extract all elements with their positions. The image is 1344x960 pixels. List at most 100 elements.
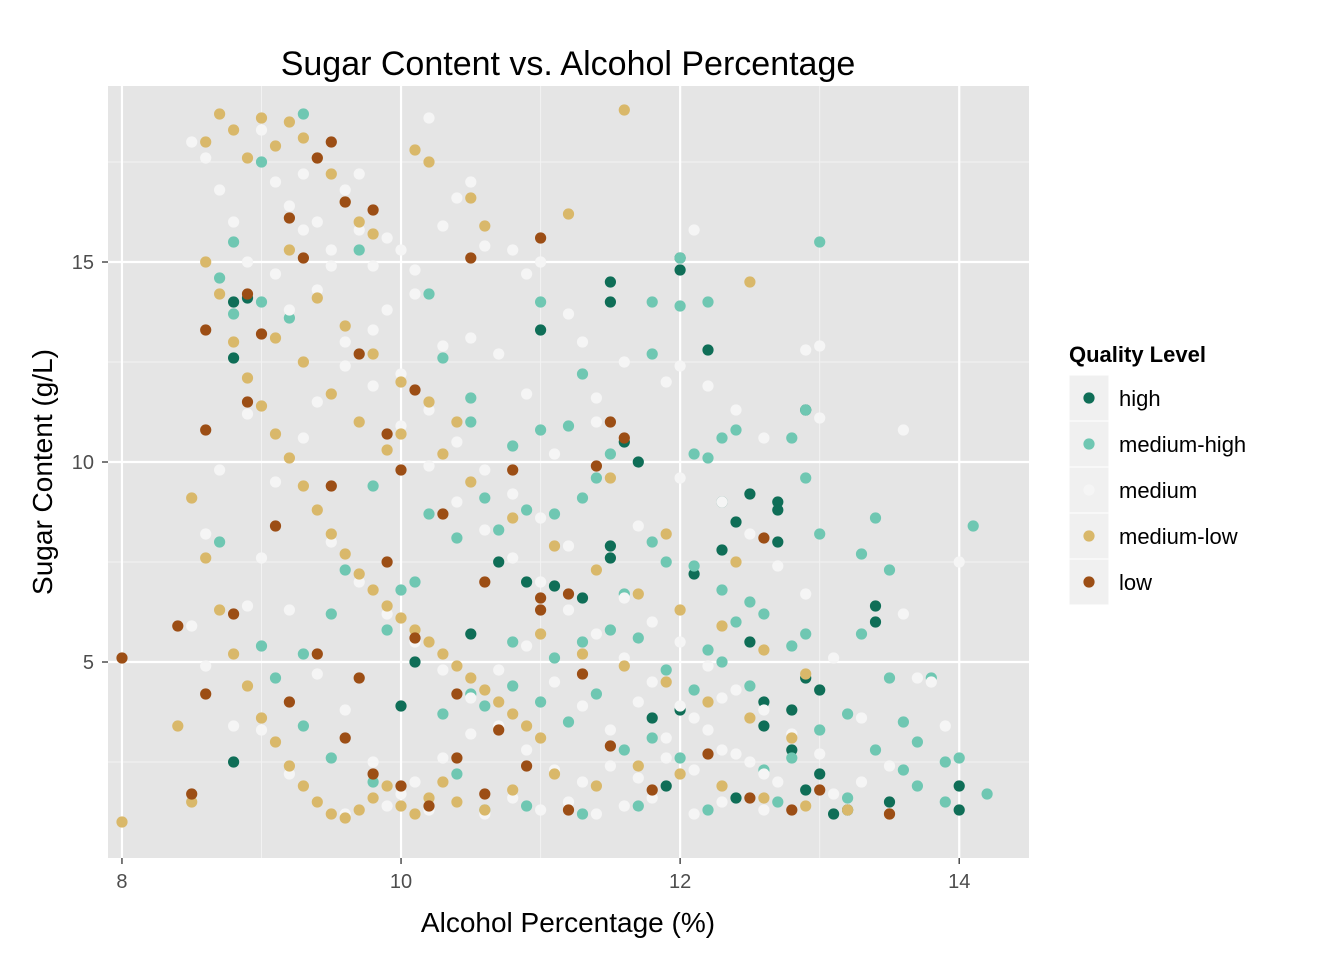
- data-point-medium: [883, 760, 896, 772]
- data-point-medium: [730, 684, 742, 696]
- data-point-medium-low: [800, 668, 812, 680]
- legend-items: high medium-high medium medium-low low: [1068, 374, 1246, 606]
- legend-label-medium: medium: [1119, 478, 1197, 503]
- data-point-high: [604, 552, 617, 564]
- data-point-high: [632, 456, 644, 468]
- data-point-medium-low: [283, 116, 295, 128]
- data-point-medium-high: [814, 724, 826, 736]
- data-point-medium: [283, 200, 295, 212]
- data-point-low: [786, 804, 798, 816]
- data-point-medium-high: [283, 312, 295, 324]
- data-point-medium: [590, 628, 603, 640]
- data-point-medium: [200, 528, 212, 540]
- data-point-medium-high: [855, 548, 868, 560]
- data-point-high: [744, 488, 756, 500]
- data-point-medium-high: [562, 716, 575, 728]
- data-point-high: [953, 780, 965, 792]
- data-point-medium-low: [269, 736, 282, 748]
- data-point-low: [116, 652, 128, 664]
- data-point-medium: [339, 360, 351, 372]
- data-point-medium-low: [451, 660, 463, 672]
- data-point-medium-high: [590, 688, 603, 700]
- data-point-medium-low: [786, 732, 798, 744]
- data-point-medium: [465, 176, 477, 188]
- data-point-medium: [925, 676, 937, 688]
- data-point-high: [465, 628, 477, 640]
- data-point-medium: [437, 664, 449, 676]
- data-point-medium-low: [576, 648, 589, 660]
- data-point-medium-high: [800, 628, 812, 640]
- data-point-medium: [339, 704, 351, 716]
- data-point-low: [367, 768, 379, 780]
- data-point-medium: [269, 476, 282, 488]
- data-point-low: [576, 668, 589, 680]
- data-point-medium: [548, 448, 561, 460]
- data-point-medium: [660, 752, 672, 764]
- data-point-medium-low: [381, 600, 393, 612]
- data-point-medium-low: [702, 696, 714, 708]
- data-point-medium: [618, 592, 630, 604]
- data-point-medium: [465, 332, 477, 344]
- data-point-high: [548, 580, 561, 592]
- data-point-high: [521, 576, 533, 588]
- data-point-medium: [423, 404, 435, 416]
- data-point-medium-low: [800, 800, 812, 812]
- data-point-medium: [688, 224, 700, 236]
- data-point-medium-low: [241, 152, 254, 164]
- data-point-medium-high: [521, 504, 533, 516]
- data-point-medium: [562, 604, 575, 616]
- data-point-medium-low: [311, 796, 323, 808]
- data-point-medium: [535, 804, 547, 816]
- data-point-medium: [297, 224, 309, 236]
- x-tick-label: 8: [116, 871, 127, 893]
- data-point-medium-high: [688, 684, 700, 696]
- data-point-medium-low: [451, 416, 463, 428]
- data-point-medium: [409, 776, 421, 788]
- data-point-medium-high: [353, 244, 365, 256]
- data-point-medium: [521, 268, 533, 280]
- data-point-high: [604, 276, 617, 288]
- data-point-medium-high: [479, 700, 491, 712]
- data-point-high: [660, 780, 672, 792]
- data-point-medium-high: [367, 480, 379, 492]
- data-point-low: [339, 732, 351, 744]
- data-point-medium-high: [423, 288, 435, 300]
- data-point-medium: [381, 608, 393, 620]
- data-point-medium: [590, 808, 603, 820]
- data-point-low: [507, 464, 519, 476]
- data-point-medium-high: [786, 640, 798, 652]
- data-point-medium-high: [660, 664, 672, 676]
- data-point-medium-low: [409, 624, 421, 636]
- y-tick-label: 5: [83, 652, 94, 674]
- legend-marker-low: [1083, 576, 1095, 588]
- data-point-medium-low: [228, 336, 240, 348]
- data-point-medium-low: [730, 556, 742, 568]
- data-point-medium: [507, 488, 519, 500]
- data-point-high: [772, 496, 784, 508]
- x-tick-label: 14: [948, 871, 970, 893]
- data-point-medium: [381, 232, 393, 244]
- data-point-medium: [353, 168, 365, 180]
- data-point-medium-low: [423, 792, 435, 804]
- data-point-medium-high: [674, 752, 686, 764]
- data-point-low: [604, 416, 617, 428]
- data-point-medium-low: [437, 776, 449, 788]
- data-point-low: [646, 784, 658, 796]
- data-point-medium: [479, 464, 491, 476]
- data-point-high: [869, 600, 882, 612]
- data-point-medium-high: [325, 752, 337, 764]
- data-point-medium: [283, 604, 295, 616]
- data-point-medium-high: [423, 508, 435, 520]
- data-point-low: [451, 688, 463, 700]
- data-point-medium: [562, 796, 575, 808]
- data-point-medium: [646, 616, 658, 628]
- data-point-medium-low: [269, 428, 282, 440]
- data-point-medium-low: [255, 112, 268, 124]
- data-point-medium-low: [507, 512, 519, 524]
- data-point-high: [604, 540, 617, 552]
- data-point-medium: [576, 776, 589, 788]
- data-point-medium: [604, 760, 617, 772]
- data-point-medium-high: [688, 560, 700, 572]
- data-point-medium-low: [297, 480, 309, 492]
- data-point-medium: [479, 240, 491, 252]
